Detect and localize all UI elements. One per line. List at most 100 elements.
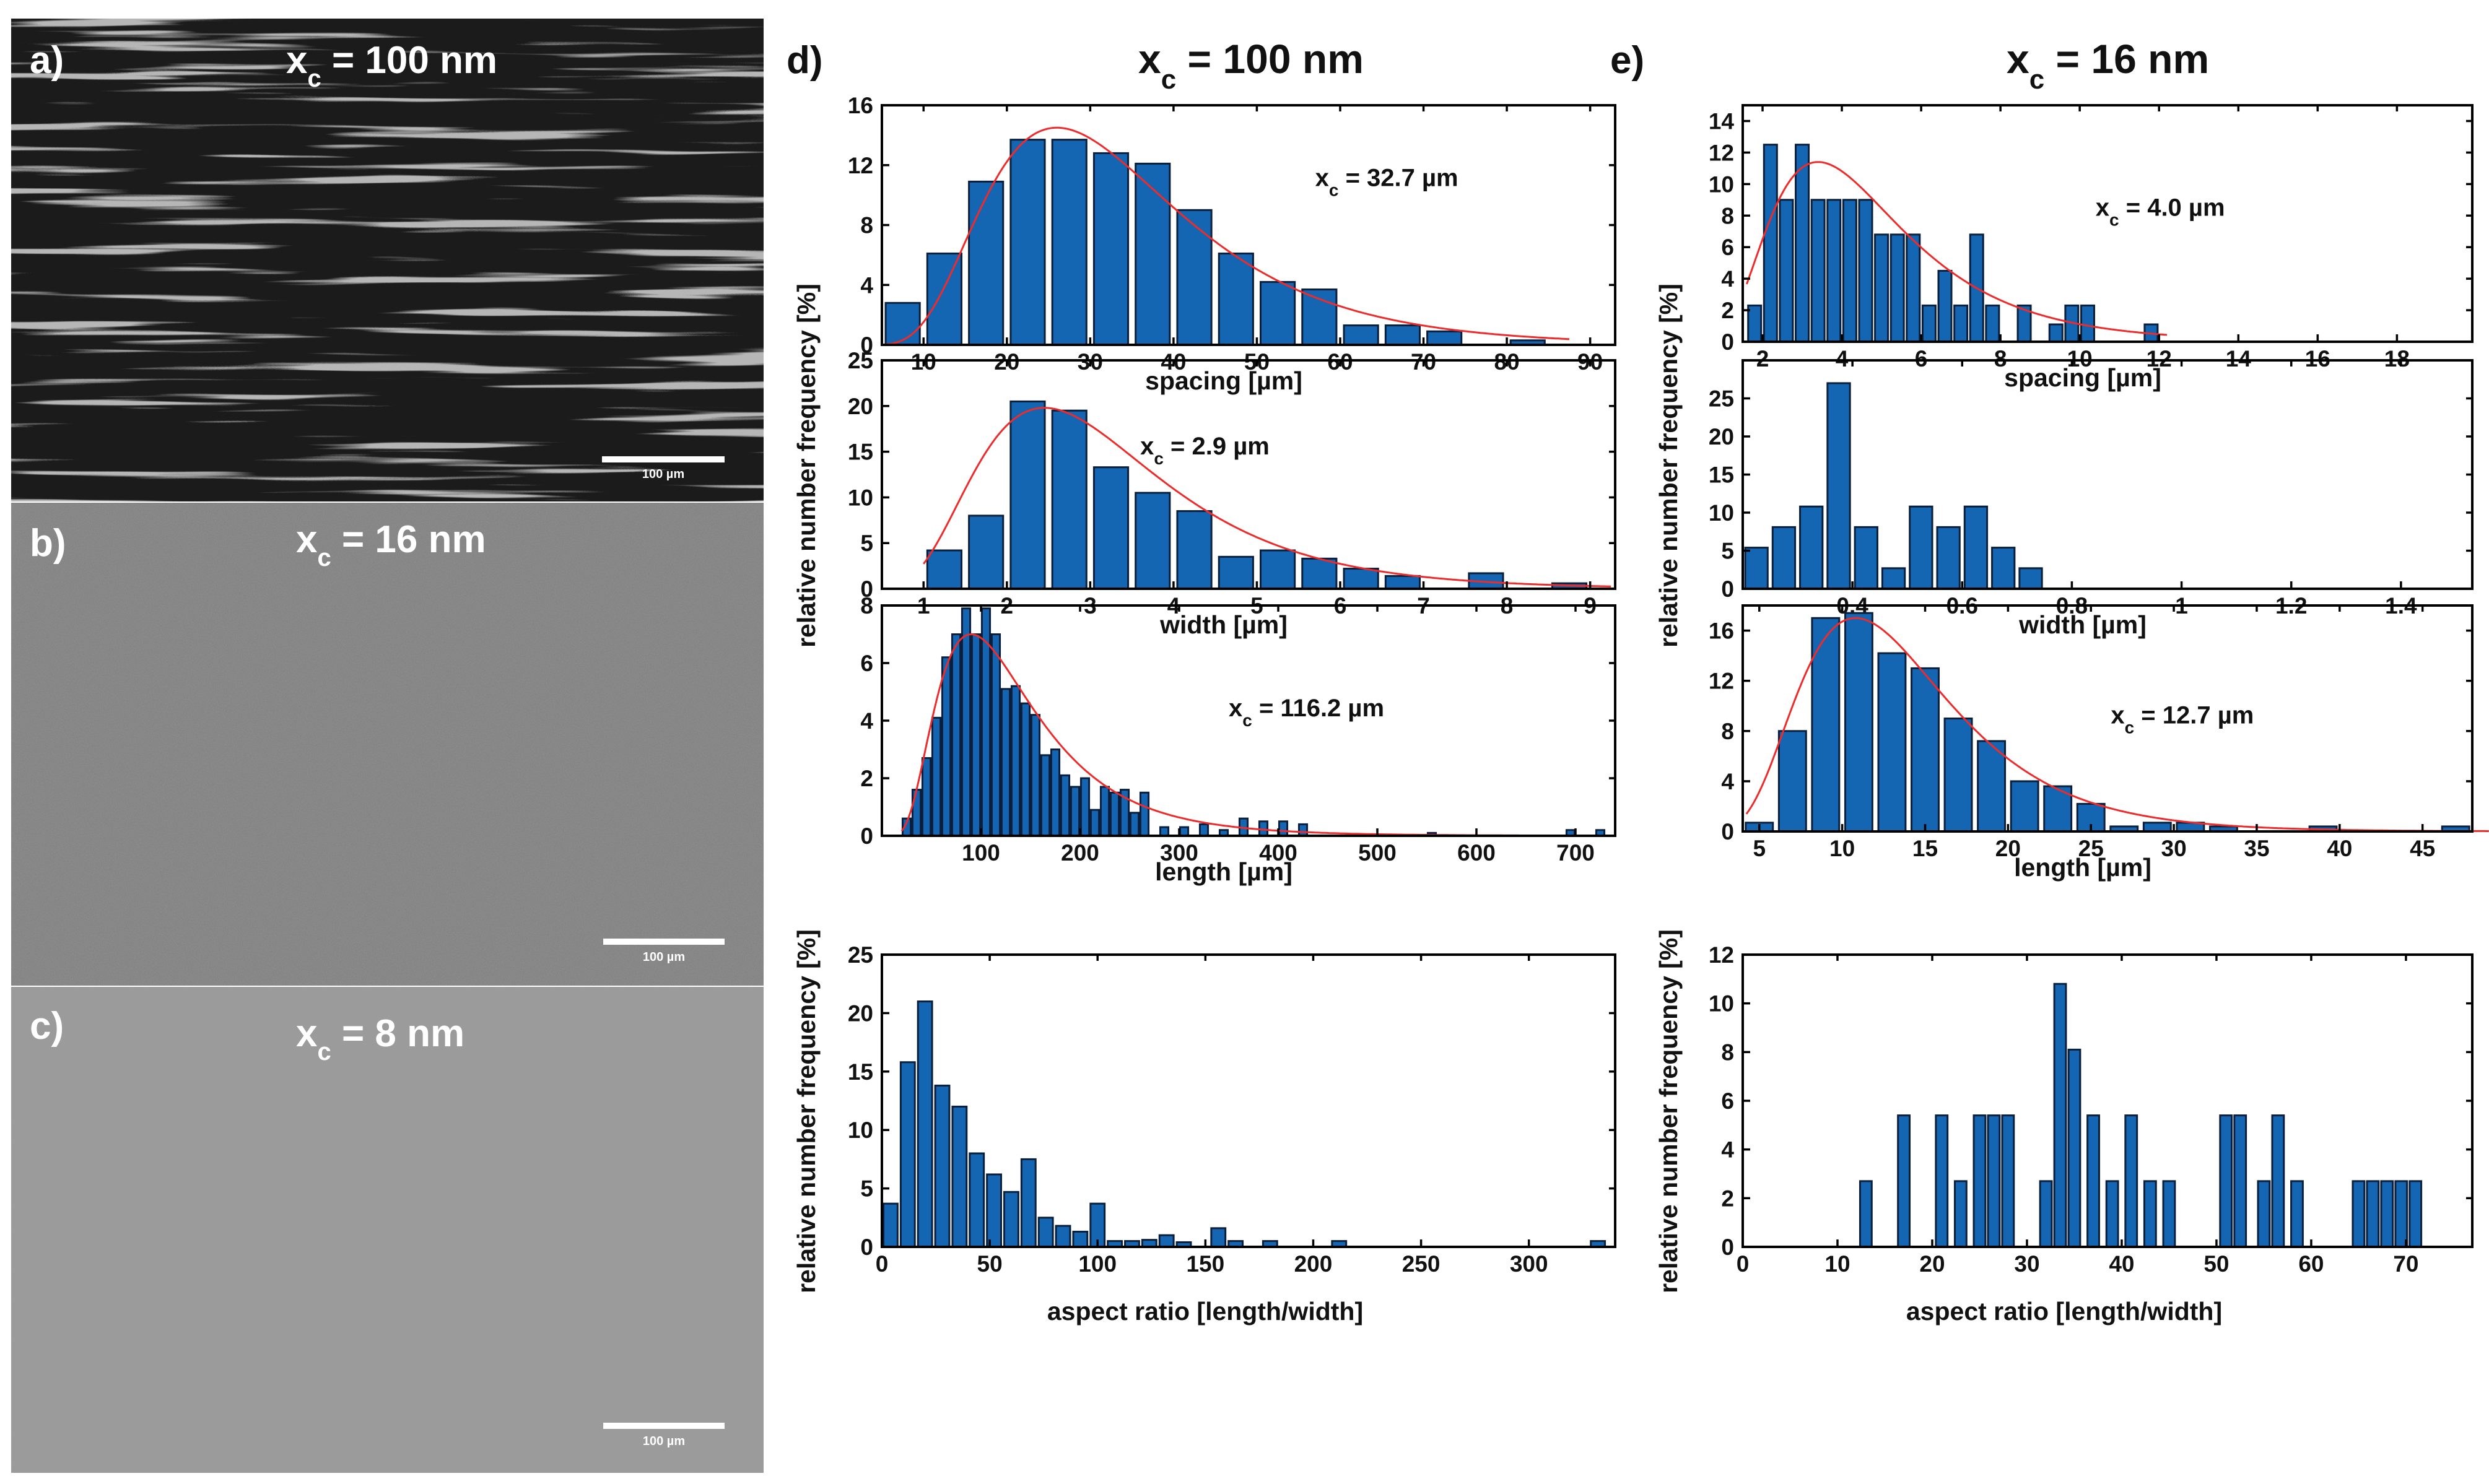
micrograph-b-texture [11,503,764,986]
chart-d_aspect: 0 50 100 150 200 250 300 0 5 10 15 20 25 aspect ratio… [848,942,1616,1326]
x-axis-label: width [µm] [1159,610,1288,639]
bar [1051,139,1088,346]
y-tick-label: 8 [1721,203,1734,228]
bar [1859,1180,1873,1248]
y-tick-label: 5 [860,1176,873,1202]
column-d-title: xc = 100 nm [1138,36,1364,95]
axes-frame [1741,604,2474,833]
annotation-subscript: c [2125,718,2135,737]
bar [1037,1217,1054,1248]
mean-annotation: xc = 2.9 µm [1140,433,1270,468]
bar [926,252,962,346]
bar [1260,280,1296,346]
bar [1937,269,1953,343]
x-axis-label: spacing [µm] [1145,367,1302,395]
bar [961,607,972,837]
fit-curve [1745,161,2168,336]
y-tick-label: 4 [860,708,873,734]
bar [2143,1180,2157,1248]
bar [2162,1180,2176,1248]
annotation-symbol: x [1229,695,1242,722]
x-tick-label: 45 [2410,836,2435,861]
bar [1099,786,1110,837]
bar [1795,144,1810,343]
bar [931,716,942,837]
x-axis-label: length [µm] [1155,857,1292,886]
bar [2001,1114,2015,1248]
y-tick-label: 25 [848,942,873,968]
bar [1877,652,1907,833]
bar [2080,304,2095,343]
bar [1890,233,1905,343]
bar [2219,1114,2233,1248]
y-tick-label: 14 [1709,108,1735,134]
x-tick-label: 10 [1829,836,1855,861]
bar [951,1105,968,1248]
bar [1009,400,1046,590]
panel-label-d: d) [787,39,823,82]
axes-frame [1741,359,2474,590]
bar [1020,1158,1037,1248]
x-tick-label: 4 [1836,346,1849,371]
panel-label-c: c) [30,1005,64,1048]
bar [1218,555,1254,590]
bar [1176,510,1213,590]
micrograph-a-title: xc = 100 nm [286,39,497,92]
x-tick-label: 70 [2393,1251,2418,1277]
y-tick-label: 10 [1709,500,1734,526]
panel-label-e: e) [1610,39,1644,82]
bar [1030,714,1041,837]
chart-d_length: 100 200 300 400 500 600 700 0 2 4 6 8 length [µm] xc … [860,593,1616,886]
x-axis-label: length [µm] [2014,853,2151,882]
y-tick-label: 12 [1709,669,1734,694]
y-tick-label: 8 [860,213,873,238]
y-tick-label: 2 [860,766,873,791]
y-tick-label: 5 [1721,539,1734,564]
bar [1070,786,1081,837]
bar [2124,1114,2138,1248]
chart-e_length: 5 10 15 20 25 30 35 40 45 0 4 8 12 16 length [µm] xc = … [1709,604,2489,882]
y-tick-label: 8 [860,593,873,618]
x-tick-label: 700 [1556,840,1595,866]
x-tick-label: 14 [2226,346,2252,371]
annotation-value: = 12.7 µm [2134,702,2254,729]
bar [1003,1191,1019,1248]
y-tick-label: 15 [848,1059,873,1085]
y-tick-label: 10 [848,485,873,510]
bar [1842,199,1857,343]
micrograph-c-texture [11,987,764,1473]
aspect-d-ylabel: relative number frequency [%] [792,929,821,1293]
bar [1972,1114,1987,1248]
x-tick-label: 30 [2014,1251,2039,1277]
bar [1198,823,1210,837]
annotation-value: = 2.9 µm [1164,433,1270,460]
annotation-symbol: x [2111,702,2124,729]
bar [2142,822,2172,833]
axes-frame [881,953,1616,1248]
bar [1874,233,1890,343]
bar [1953,1180,1968,1248]
scale-bar-a-label: 100 µm [642,467,684,481]
x-tick-label: 400 [1259,840,1297,866]
bar [1301,557,1338,590]
x-tick-label: 600 [1457,840,1496,866]
bar [1987,1114,2001,1248]
bar [917,1000,933,1248]
bar [1777,730,1807,833]
micrograph-a-streaks [11,19,764,501]
bar [1129,812,1140,837]
bar [899,1061,916,1248]
bar [1858,199,1873,343]
y-tick-label: 2 [1721,298,1734,323]
bar [1297,823,1309,837]
x-tick-label: 200 [1294,1251,1333,1277]
x-tick-label: 40 [2109,1251,2134,1277]
y-tick-label: 12 [1709,942,1734,968]
fit-curve [923,407,1611,588]
bar [1963,505,1989,590]
bar [1936,526,1961,590]
annotation-value: = 4.0 µm [2119,194,2225,221]
